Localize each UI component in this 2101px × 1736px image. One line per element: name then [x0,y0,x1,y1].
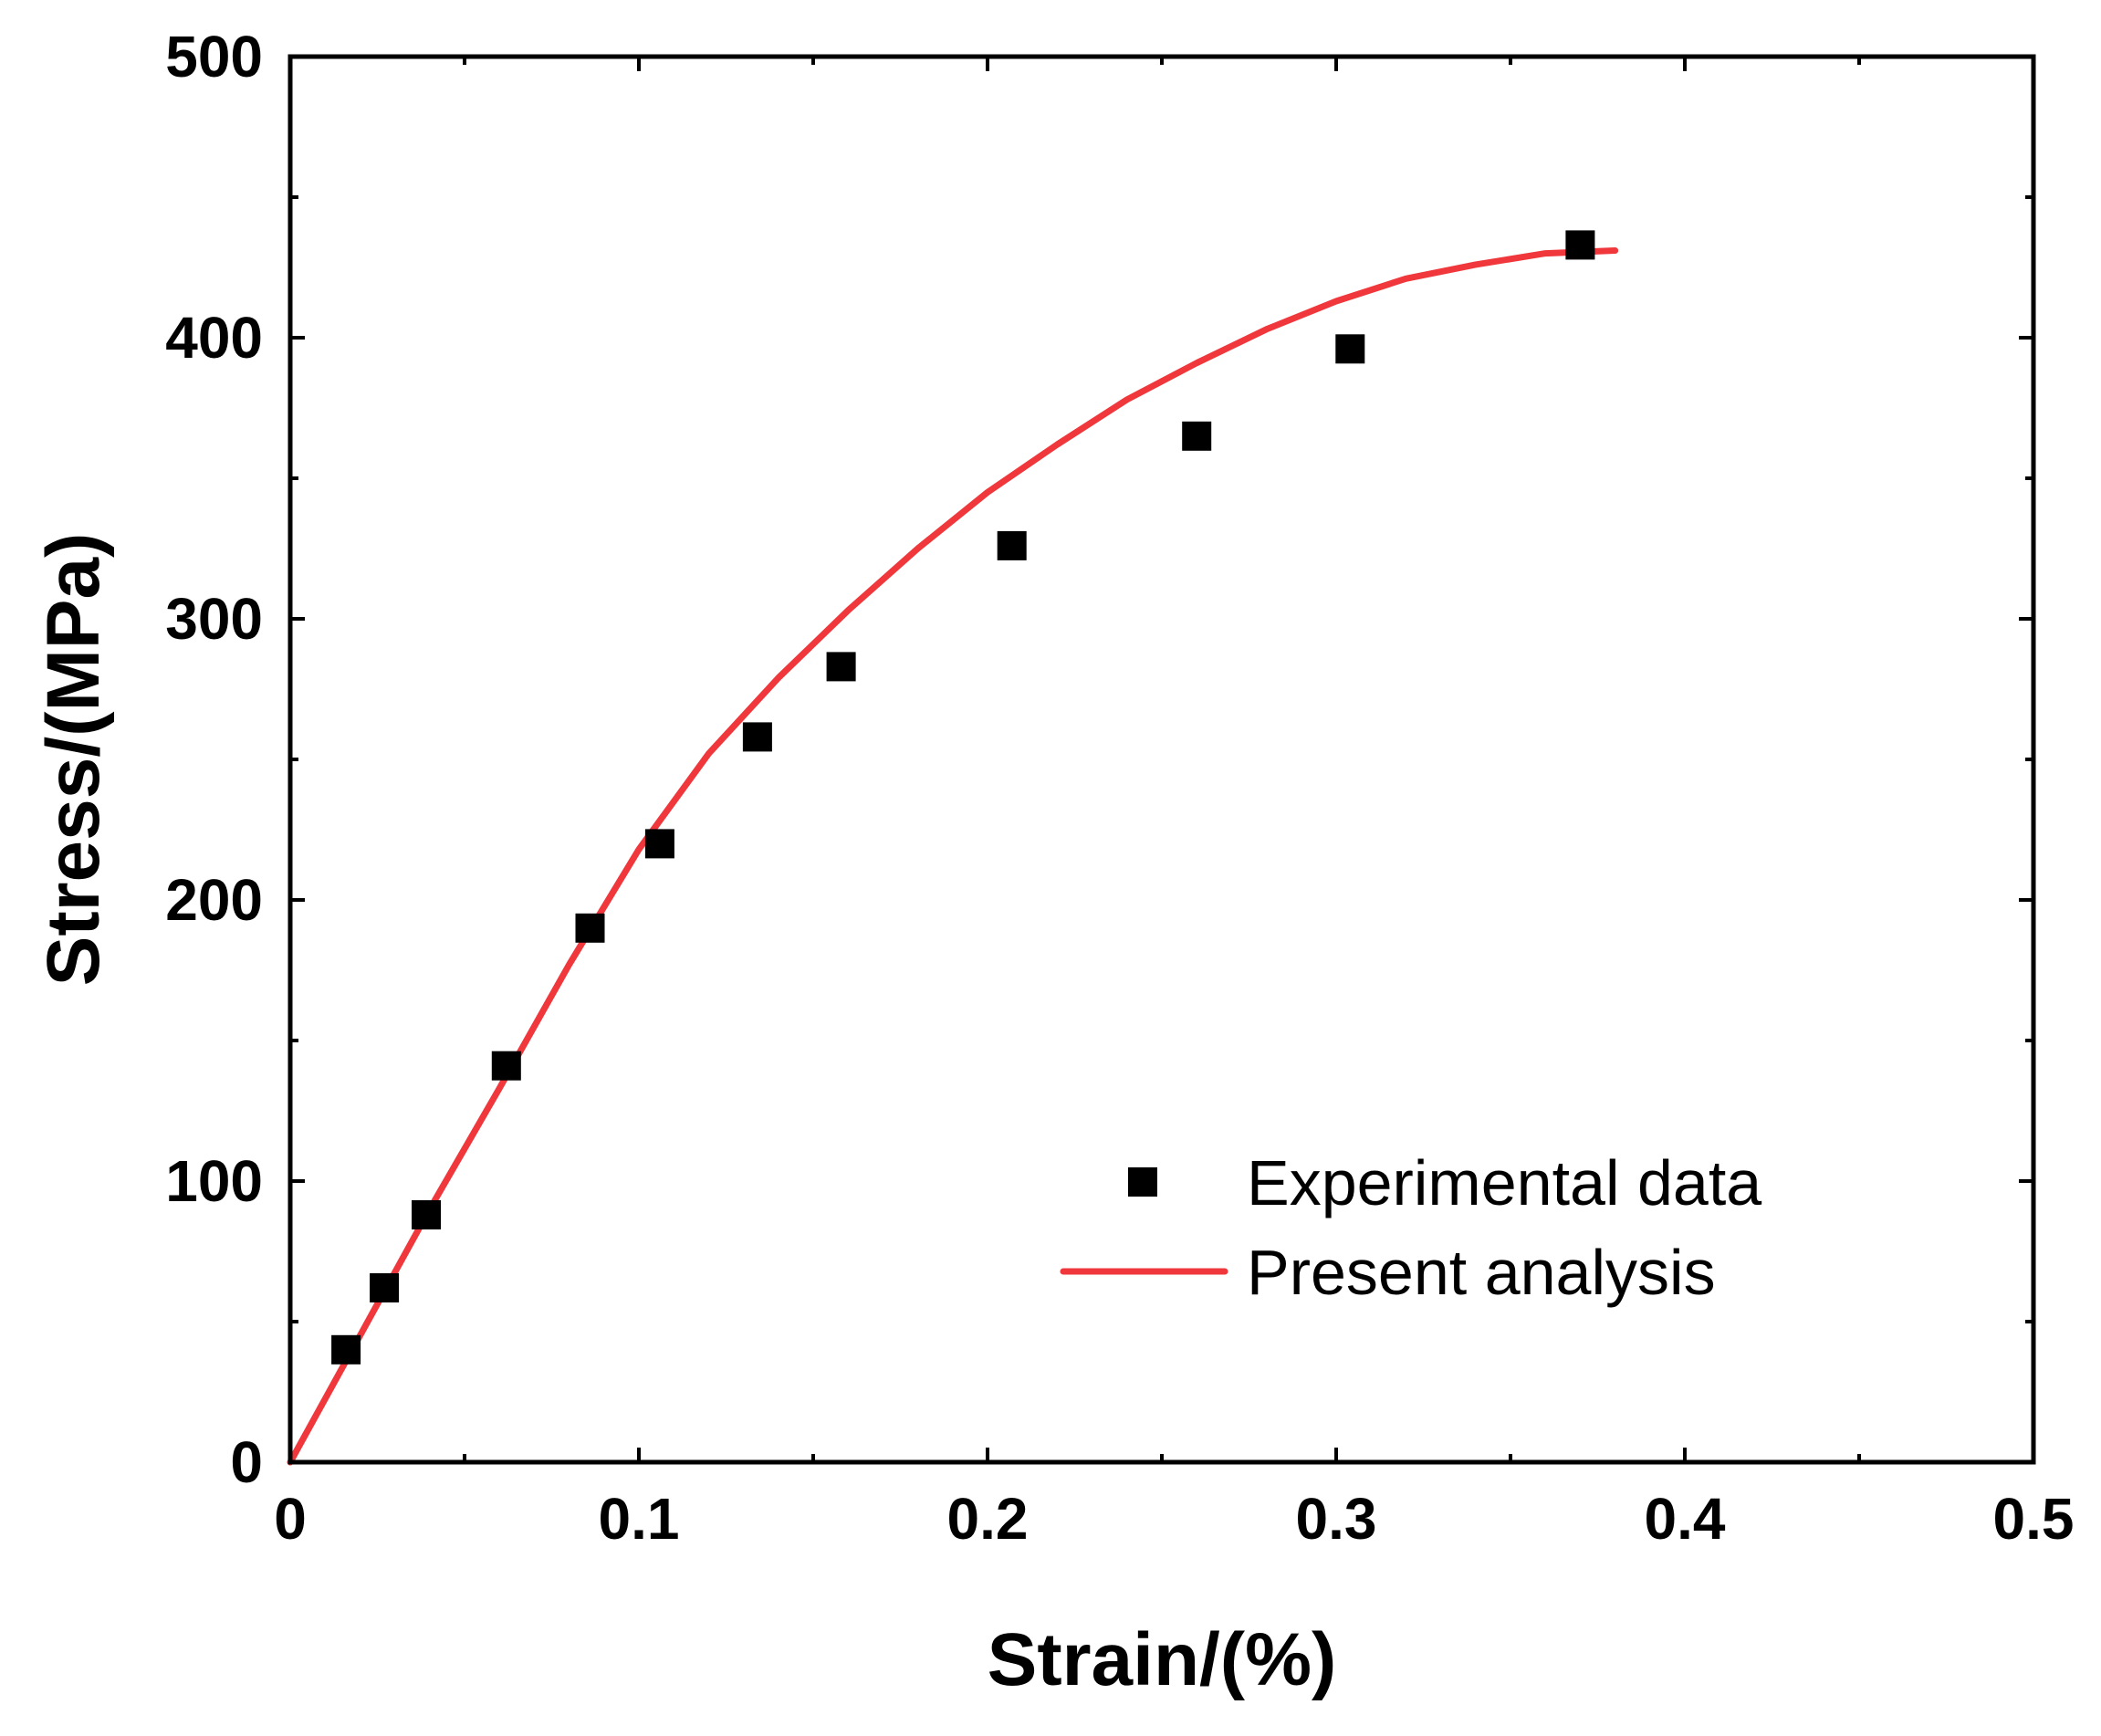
x-axis-title: Strain/(%) [988,1618,1337,1701]
experimental-data-point [491,1051,521,1081]
x-tick-label: 0.4 [1645,1486,1726,1552]
y-axis-title: Stress/(MPa) [32,533,115,987]
y-tick-label: 200 [165,867,263,933]
major-ticks [288,55,2035,1464]
minor-ticks [290,57,2033,1462]
x-tick-label: 0.2 [947,1486,1029,1552]
experimental-data-point [575,913,605,943]
experimental-data-point [370,1273,400,1302]
experimental-data-point [742,722,772,752]
y-tick-label: 0 [230,1429,263,1495]
experimental-markers [331,230,1595,1365]
legend-marker-experimental [1128,1167,1157,1197]
experimental-data-point [997,530,1027,560]
x-tick-label: 0.1 [599,1486,680,1552]
experimental-data-point [644,829,674,859]
experimental-data-point [1182,421,1212,451]
legend: Experimental data Present analysis [1060,1147,1761,1308]
x-tick-label: 0.5 [1993,1486,2075,1552]
y-tick-label: 400 [165,305,263,371]
plot-frame [287,54,2036,1465]
y-tick-label: 300 [165,586,263,652]
y-tick-label: 100 [165,1148,263,1214]
y-tick-label: 500 [165,24,263,89]
legend-label-present-analysis: Present analysis [1247,1237,1716,1308]
experimental-data-point [826,652,856,682]
experimental-data-point [331,1334,361,1365]
experimental-data-point [1335,334,1365,364]
tick-labels: 0 0.1 0.2 0.3 0.4 0.5 0 100 200 300 400 500 [165,24,2074,1552]
experimental-data-point [412,1200,441,1229]
x-tick-label: 0.3 [1296,1486,1377,1552]
legend-label-experimental: Experimental data [1247,1147,1761,1218]
experimental-data-point [1565,230,1595,260]
x-tick-label: 0 [274,1486,307,1552]
